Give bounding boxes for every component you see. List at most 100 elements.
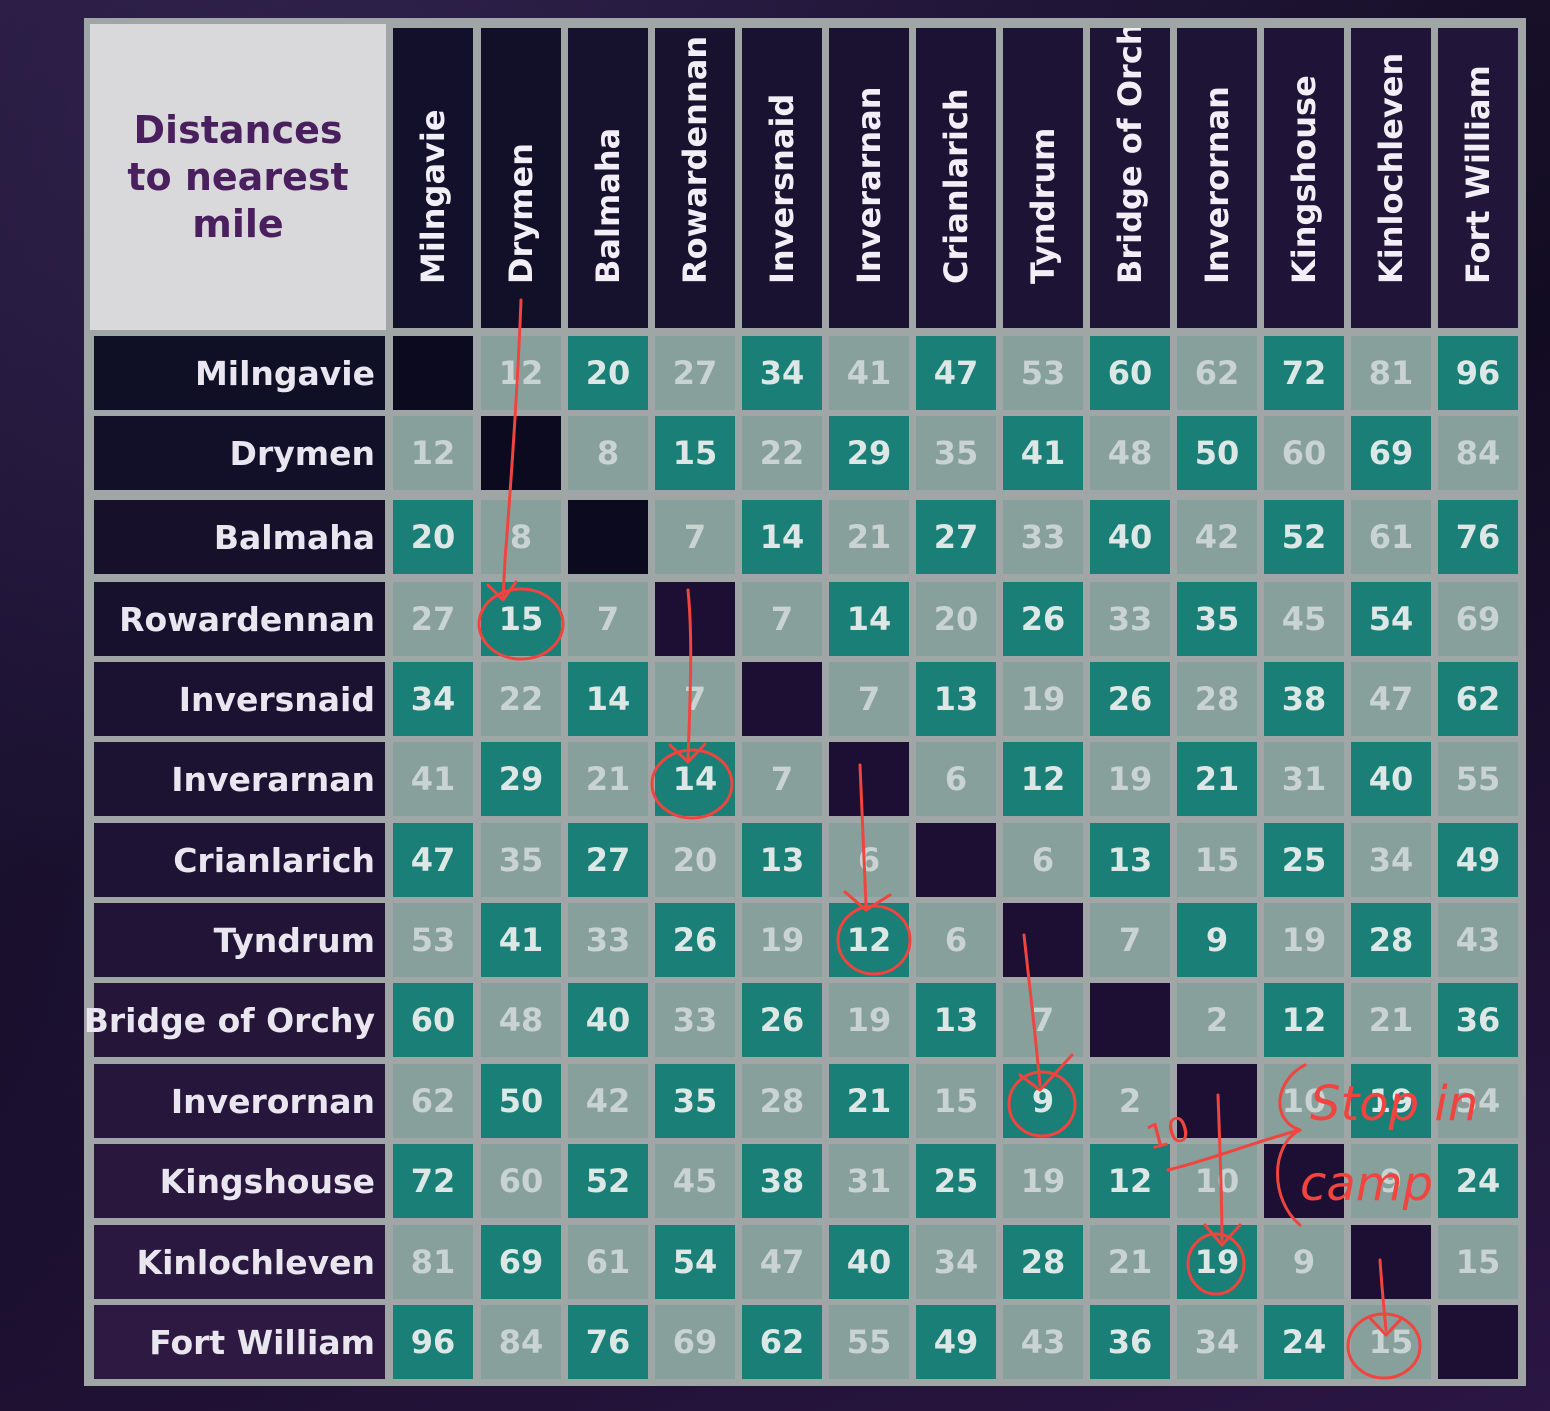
table-cell: 69 <box>1438 582 1518 656</box>
table-cell: 13 <box>1090 823 1170 897</box>
table-cell: 47 <box>742 1225 822 1299</box>
table-cell: 62 <box>1177 336 1257 410</box>
row-header: Inversnaid <box>94 662 385 736</box>
row-header-label: Rowardennan <box>119 599 375 639</box>
column-header: Inverornan <box>1177 28 1257 328</box>
table-cell: 27 <box>568 823 648 897</box>
table-cell: 15 <box>481 582 561 656</box>
table-cell: 25 <box>916 1144 996 1218</box>
table-cell: 52 <box>568 1144 648 1218</box>
table-cell: 36 <box>1438 983 1518 1057</box>
table-cell: 43 <box>1438 903 1518 977</box>
table-cell: 14 <box>568 662 648 736</box>
table-cell: 55 <box>1438 742 1518 816</box>
table-cell: 27 <box>393 582 473 656</box>
table-cell: 29 <box>481 742 561 816</box>
table-cell: 12 <box>829 903 909 977</box>
table-cell: 6 <box>829 823 909 897</box>
table-cell: 34 <box>393 662 473 736</box>
table-cell: 19 <box>1003 1144 1083 1218</box>
table-cell: 7 <box>1090 903 1170 977</box>
table-cell: 7 <box>655 500 735 574</box>
table-cell: 15 <box>1177 823 1257 897</box>
table-cell: 21 <box>829 1064 909 1138</box>
column-header-label: Kinlochleven <box>1372 52 1410 284</box>
table-cell: 60 <box>1090 336 1170 410</box>
table-cell: 2 <box>1090 1064 1170 1138</box>
table-cell: 40 <box>829 1225 909 1299</box>
table-cell: 7 <box>829 662 909 736</box>
row-header-label: Inverarnan <box>171 759 375 799</box>
title-line: mile <box>192 201 284 246</box>
row-header: Tyndrum <box>94 903 385 977</box>
table-cell: 81 <box>393 1225 473 1299</box>
table-cell <box>1090 983 1170 1057</box>
table-cell: 48 <box>1090 416 1170 490</box>
column-header: Fort William <box>1438 28 1518 328</box>
column-header-label: Milngavie <box>414 109 452 284</box>
table-cell: 41 <box>1003 416 1083 490</box>
table-cell: 76 <box>1438 500 1518 574</box>
table-cell: 22 <box>481 662 561 736</box>
table-cell: 8 <box>481 500 561 574</box>
table-cell: 69 <box>655 1305 735 1379</box>
row-header-label: Bridge of Orchy <box>83 1000 375 1040</box>
table-cell: 27 <box>655 336 735 410</box>
table-cell: 42 <box>1177 500 1257 574</box>
row-header: Fort William <box>94 1305 385 1379</box>
table-cell <box>568 500 648 574</box>
column-header: Drymen <box>481 28 561 328</box>
table-cell <box>1438 1305 1518 1379</box>
table-cell: 12 <box>1003 742 1083 816</box>
table-cell: 21 <box>1351 983 1431 1057</box>
table-cell: 52 <box>1264 500 1344 574</box>
table-cell: 38 <box>1264 662 1344 736</box>
table-cell: 72 <box>393 1144 473 1218</box>
table-cell: 34 <box>1438 1064 1518 1138</box>
table-cell: 61 <box>1351 500 1431 574</box>
row-header: Inverornan <box>94 1064 385 1138</box>
table-cell <box>1264 1144 1344 1218</box>
table-cell: 41 <box>393 742 473 816</box>
table-cell: 54 <box>1351 582 1431 656</box>
table-cell: 20 <box>655 823 735 897</box>
table-cell: 12 <box>481 336 561 410</box>
table-cell: 7 <box>1003 983 1083 1057</box>
column-header: Kinlochleven <box>1351 28 1431 328</box>
row-header-label: Fort William <box>149 1322 375 1362</box>
table-cell: 28 <box>1003 1225 1083 1299</box>
table-cell: 9 <box>1177 903 1257 977</box>
table-cell: 60 <box>393 983 473 1057</box>
table-cell: 60 <box>481 1144 561 1218</box>
row-header-label: Kinlochleven <box>136 1242 376 1282</box>
title-line: to nearest <box>127 154 349 199</box>
table-cell: 2 <box>1177 983 1257 1057</box>
table-cell: 35 <box>481 823 561 897</box>
column-header-label: Fort William <box>1459 65 1497 284</box>
column-header-label: Drymen <box>502 142 540 284</box>
table-cell: 26 <box>655 903 735 977</box>
table-cell: 60 <box>1264 416 1344 490</box>
table-cell: 13 <box>916 662 996 736</box>
table-cell: 69 <box>1351 416 1431 490</box>
table-cell: 34 <box>1351 823 1431 897</box>
table-cell: 6 <box>1003 823 1083 897</box>
table-cell: 12 <box>1264 983 1344 1057</box>
table-cell: 6 <box>916 742 996 816</box>
column-header-label: Inverornan <box>1198 86 1236 284</box>
table-cell: 14 <box>655 742 735 816</box>
table-cell: 40 <box>1351 742 1431 816</box>
table-cell: 47 <box>393 823 473 897</box>
row-header: Bridge of Orchy <box>84 983 385 1057</box>
column-header: Kingshouse <box>1264 28 1344 328</box>
row-header: Milngavie <box>94 336 385 410</box>
table-cell: 31 <box>829 1144 909 1218</box>
table-cell: 49 <box>916 1305 996 1379</box>
table-cell: 15 <box>655 416 735 490</box>
table-cell: 41 <box>829 336 909 410</box>
table-cell: 33 <box>1003 500 1083 574</box>
row-header: Rowardennan <box>94 582 385 656</box>
table-cell: 34 <box>1177 1305 1257 1379</box>
table-cell: 40 <box>568 983 648 1057</box>
table-cell: 7 <box>742 742 822 816</box>
